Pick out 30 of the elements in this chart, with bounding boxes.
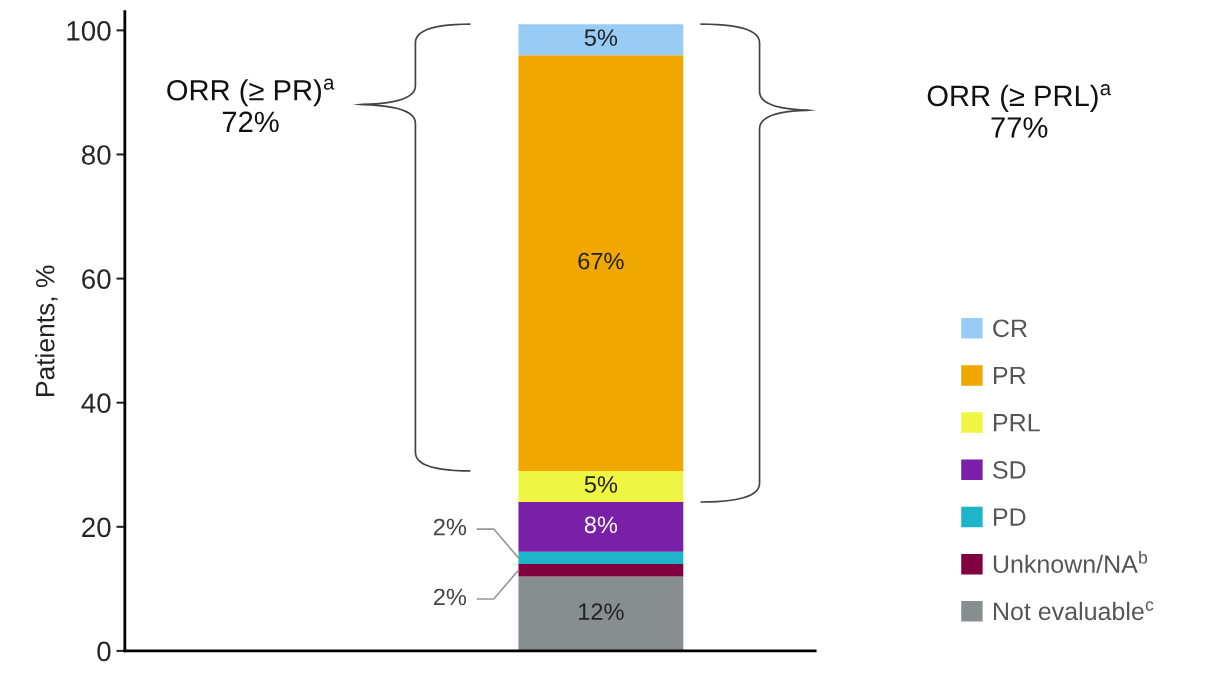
legend-label: CR	[993, 319, 1027, 338]
text: ORR (≥ PRL)$^{a}$ 77%	[927, 84, 1112, 138]
legend-label: Not evaluable$^{c}$	[994, 601, 1154, 621]
bar	[518, 470, 684, 502]
bar	[518, 501, 684, 552]
bar	[518, 576, 684, 651]
data-label: 5%	[584, 476, 618, 493]
legend-label: PRL	[994, 414, 1040, 432]
bar	[518, 564, 684, 577]
legend-label: Unknown/NA$^{b}$	[993, 550, 1148, 574]
y-axis-title: Patients, %	[35, 265, 58, 396]
bar	[518, 55, 684, 471]
data-label: 5%	[584, 29, 618, 47]
y-tick-label: 80	[81, 145, 111, 165]
y-tick-label: 0	[97, 641, 111, 662]
y-tick-label: 100	[67, 21, 111, 41]
data-label: 2%	[433, 588, 467, 606]
y-tick-label: 20	[82, 517, 111, 538]
data-label: 2%	[433, 518, 467, 536]
bar	[518, 551, 684, 565]
y-tick-label: 60	[82, 269, 111, 289]
bar	[518, 24, 684, 56]
text: ORR (≥ PR)$^{a}$ 72%	[167, 78, 335, 133]
legend-label: SD	[993, 461, 1026, 479]
data-label: 8%	[584, 516, 618, 534]
data-label: 12%	[579, 603, 624, 620]
legend-label: PD	[994, 508, 1026, 526]
legend-label: PR	[994, 366, 1026, 385]
y-tick-label: 40	[81, 393, 111, 414]
data-label: 67%	[578, 252, 624, 270]
